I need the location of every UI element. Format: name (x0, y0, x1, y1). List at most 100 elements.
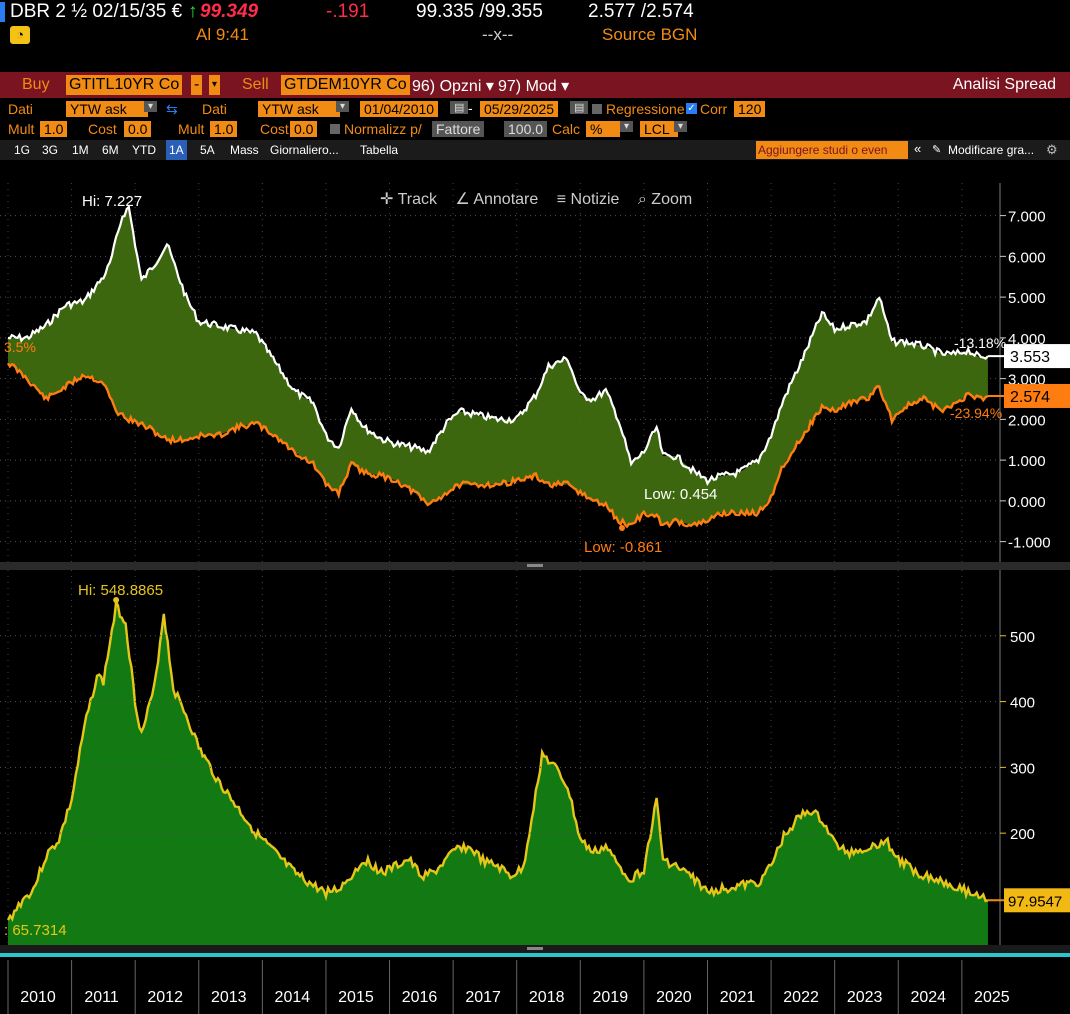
dati2-select[interactable]: YTW ask (258, 101, 340, 117)
spread-value-box (1004, 888, 1070, 913)
normalize-value[interactable]: 100.0 (504, 121, 548, 137)
chart-tools: ✛ Track ∠ Annotare ≡ Notizie ⌕ Zoom (380, 189, 692, 209)
price-change: -.191 (326, 1, 370, 22)
x-tick-label: 2022 (783, 989, 819, 1006)
studies-input[interactable]: Aggiungere studi o even (756, 141, 908, 159)
low-point-marker (619, 525, 625, 531)
x-tick-label: 2019 (593, 989, 629, 1006)
dati1-dropdown-icon[interactable]: ▾ (144, 101, 158, 112)
swap-icon[interactable]: ⇆ (166, 101, 178, 117)
annotation-hi-italy: Hi: 7.227 (82, 193, 142, 210)
cost1-field[interactable]: 0.0 (124, 121, 152, 137)
bottom-resize-handle (527, 947, 543, 950)
x-tick-label: 2023 (847, 989, 883, 1006)
last-price: 99.349 (200, 1, 259, 22)
mult2-field[interactable]: 1.0 (210, 121, 238, 137)
regression-checkbox[interactable] (592, 104, 602, 114)
cost2-field[interactable]: 0.0 (290, 121, 318, 137)
security-marker (0, 2, 5, 22)
corr-checkbox[interactable]: ✓ (686, 103, 697, 114)
annotate-button[interactable]: Annotare (473, 191, 539, 208)
news-button[interactable]: Notizie (570, 191, 620, 208)
italy-value-box (1004, 344, 1070, 369)
germany-yield-line (6, 362, 989, 529)
tf-1a[interactable]: 1A (166, 140, 187, 160)
tf-tabella[interactable]: Tabella (360, 143, 399, 157)
annotate-icon[interactable]: ∠ (455, 191, 470, 208)
calc-select[interactable]: % (586, 121, 620, 137)
gauge-icon[interactable]: ◔ (10, 26, 30, 44)
x-tick-label: 2024 (910, 989, 946, 1006)
start-date-field[interactable]: 01/04/2010 (360, 101, 439, 117)
x-tick-label: 2011 (84, 989, 119, 1006)
spread-area-line (6, 597, 989, 922)
corr-label: Corr (700, 101, 728, 117)
y-tick-label-2: 300 (1010, 760, 1035, 777)
dati1-select[interactable]: YTW ask (66, 101, 148, 117)
italy-yield-line (7, 204, 989, 487)
modify-chart-button[interactable]: Modificare gra... (948, 143, 1035, 157)
spread-area-fill (8, 601, 988, 945)
tf-6m[interactable]: 6M (102, 143, 119, 157)
dati2-dropdown-icon[interactable]: ▾ (336, 101, 350, 112)
y-tick-label-2: 400 (1010, 695, 1035, 712)
settings-row-1: Dati YTW ask ▾ ⇆ Dati YTW ask ▾ 01/04/20… (0, 100, 1070, 120)
buy-security-field[interactable]: GTITL10YR Co (66, 75, 183, 95)
annotation-hi-spread: Hi: 548.8865 (78, 582, 163, 599)
start-calendar-icon[interactable]: ▤ (450, 101, 469, 114)
time-label: Al 9:41 (196, 25, 249, 44)
end-calendar-icon[interactable]: ▤ (570, 101, 589, 114)
normalize-select[interactable]: Fattore (432, 121, 485, 137)
x-tick-label: 2012 (147, 989, 183, 1006)
currency-select[interactable]: LCL (640, 121, 678, 137)
calc-dropdown-icon[interactable]: ▾ (620, 121, 634, 132)
tf-1m[interactable]: 1M (72, 143, 89, 157)
spread-fill (8, 207, 988, 526)
y-tick-label: 6.000 (1008, 249, 1046, 266)
normalize-checkbox[interactable] (330, 124, 340, 134)
sell-label: Sell (242, 76, 269, 93)
annotation-low-germany: Low: -0.861 (584, 539, 662, 556)
mod-menu[interactable]: 97) Mod ▾ (498, 78, 570, 95)
page-title: Analisi Spread (952, 76, 1056, 93)
security-subheader: ◔ Al 9:41 --x-- Source BGN (0, 24, 1070, 46)
x-tick-label: 2020 (656, 989, 692, 1006)
news-icon[interactable]: ≡ (556, 191, 567, 208)
tf-ytd[interactable]: YTD (132, 143, 156, 157)
buy-dropdown-icon[interactable]: ▾ (209, 75, 221, 95)
end-date-field[interactable]: 05/29/2025 (480, 101, 559, 117)
spread-value-label: 97.9547 (1008, 893, 1062, 910)
dati1-label: Dati (8, 101, 33, 117)
sell-security-field[interactable]: GTDEM10YR Co (281, 75, 410, 95)
collapse-icon[interactable]: « (914, 141, 922, 156)
tf-3g[interactable]: 3G (42, 143, 59, 157)
options-menu[interactable]: 96) Opzni ▾ (412, 78, 494, 95)
germany-value-box (1004, 383, 1070, 408)
mult1-field[interactable]: 1.0 (40, 121, 68, 137)
date-dash: - (468, 100, 473, 116)
corr-field[interactable]: 120 (734, 101, 766, 117)
tf-mass[interactable]: Mass (230, 143, 259, 157)
cost1-label: Cost (88, 121, 117, 137)
buy-label: Buy (22, 76, 50, 93)
buy-dropdown-minus[interactable]: - (191, 75, 203, 95)
track-button[interactable]: Track (397, 191, 437, 208)
y-tick-label-2: 200 (1010, 826, 1035, 843)
y-tick-label: -1.000 (1008, 535, 1051, 552)
settings-gear-icon[interactable]: ⚙ (1046, 142, 1058, 157)
x-tick-label: 2013 (211, 989, 247, 1006)
price-source: Source BGN (602, 25, 698, 44)
hi-point-marker (113, 597, 120, 603)
track-icon[interactable]: ✛ (380, 191, 394, 208)
italy-value-label: 3.553 (1010, 349, 1050, 366)
y-tick-label-2: 500 (1010, 629, 1035, 646)
zoom-button[interactable]: Zoom (651, 191, 693, 208)
zoom-icon[interactable]: ⌕ (637, 191, 647, 208)
currency-dropdown-icon[interactable]: ▾ (674, 121, 688, 132)
tf-giornaliero[interactable]: Giornaliero... (270, 143, 339, 157)
tf-5a[interactable]: 5A (200, 143, 215, 157)
edit-icon[interactable]: ✎ (932, 144, 942, 156)
tf-1g[interactable]: 1G (14, 143, 31, 157)
x-axis-bar (0, 953, 1070, 957)
